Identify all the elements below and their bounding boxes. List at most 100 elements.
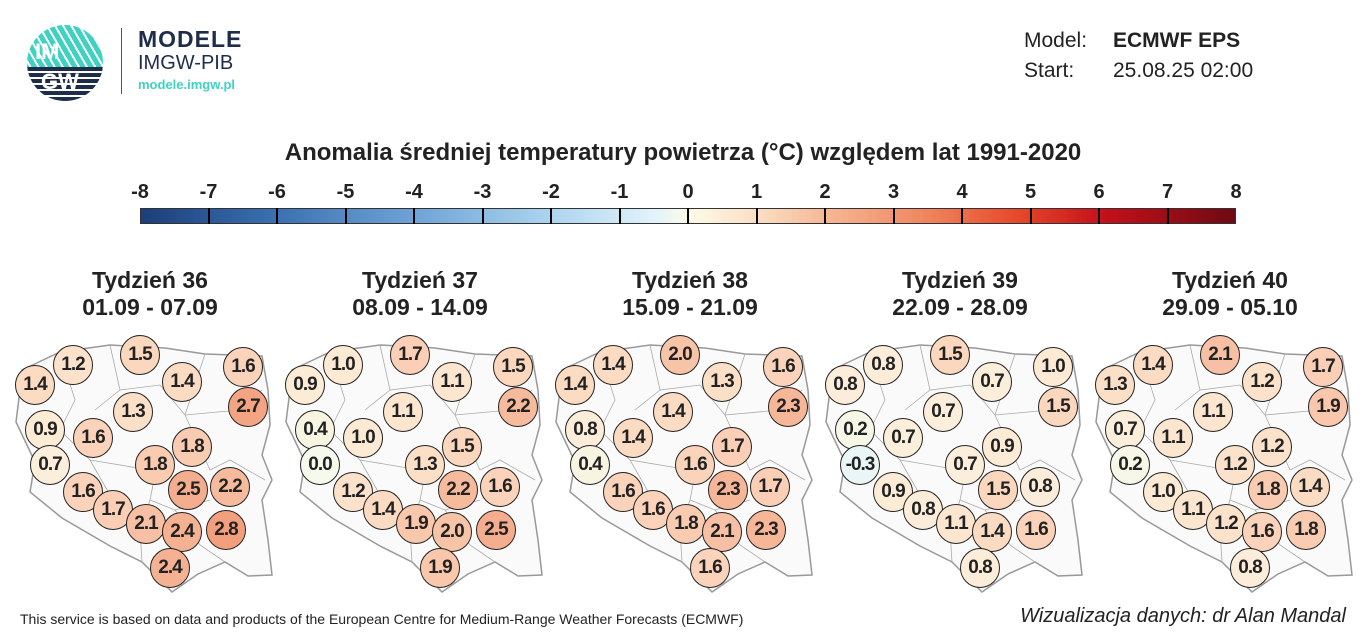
station-anomaly-bubble: 1.2 xyxy=(1206,504,1246,544)
station-anomaly-bubble: 0.7 xyxy=(945,445,985,485)
map-title: Anomalia średniej temperatury powietrza … xyxy=(284,139,1082,166)
start-value: 25.08.25 02:00 xyxy=(1113,59,1254,82)
station-anomaly-bubble: 1.6 xyxy=(480,467,520,507)
station-anomaly-bubble: 1.4 xyxy=(972,512,1012,552)
station-anomaly-bubble: 1.4 xyxy=(162,362,202,402)
colorbar-tick-label: 4 xyxy=(956,181,968,203)
station-anomaly-bubble: 1.9 xyxy=(1308,387,1348,427)
week-dates: 08.09 - 14.09 xyxy=(352,294,488,320)
station-anomaly-bubble: -0.3 xyxy=(840,445,880,485)
station-anomaly-bubble: 1.9 xyxy=(396,504,436,544)
station-anomaly-bubble: 1.6 xyxy=(690,548,730,588)
station-anomaly-bubble: 2.2 xyxy=(498,387,538,427)
week-number: Tydzień 37 xyxy=(362,267,478,293)
colorbar-tick-mark xyxy=(892,208,895,224)
week-title: Tydzień 36 01.09 - 07.09 xyxy=(15,267,285,321)
colorbar-tick-mark xyxy=(1098,208,1100,224)
station-anomaly-bubble: 0.2 xyxy=(835,410,875,450)
colorbar-tick-mark xyxy=(207,208,210,224)
station-anomaly-bubble: 1.0 xyxy=(1143,472,1183,512)
ecmwf-attribution: This service is based on data and produc… xyxy=(20,611,744,627)
station-anomaly-bubble: 1.4 xyxy=(613,418,653,458)
colorbar-tick-mark xyxy=(755,208,758,224)
colorbar-tick-label: 8 xyxy=(1230,181,1242,203)
station-anomaly-bubble: 2.3 xyxy=(708,470,748,510)
station-anomaly-bubble: 1.7 xyxy=(750,467,790,507)
station-anomaly-bubble: 1.1 xyxy=(383,392,423,432)
colorbar-tick-mark xyxy=(481,208,484,224)
station-anomaly-bubble: 0.7 xyxy=(1105,410,1145,450)
station-anomaly-bubble: 1.1 xyxy=(1153,418,1193,458)
station-anomaly-bubble: 0.8 xyxy=(1230,548,1270,588)
station-anomaly-bubble: 1.6 xyxy=(763,347,803,387)
station-anomaly-bubble: 1.4 xyxy=(653,392,693,432)
model-value: ECMWF EPS xyxy=(1113,29,1241,52)
station-anomaly-bubble: 1.3 xyxy=(405,445,445,485)
station-anomaly-bubble: 0.7 xyxy=(972,362,1012,402)
station-anomaly-bubble: 2.3 xyxy=(768,387,808,427)
brand-url[interactable]: modele.imgw.pl xyxy=(138,77,236,92)
colorbar-tick-mark xyxy=(1029,208,1032,224)
station-anomaly-bubble: 0.8 xyxy=(903,490,943,530)
station-anomaly-bubble: 1.1 xyxy=(432,362,472,402)
colorbar-tick-label: -5 xyxy=(336,181,355,203)
station-anomaly-bubble: 0.0 xyxy=(300,445,340,485)
station-anomaly-bubble: 2.2 xyxy=(210,467,250,507)
colorbar-tick-label: 1 xyxy=(750,181,763,203)
colorbar-tick-label: -2 xyxy=(542,181,560,203)
station-anomaly-bubble: 2.1 xyxy=(126,504,166,544)
station-anomaly-bubble: 1.9 xyxy=(420,548,460,588)
logo-mark-bottom: GW xyxy=(41,69,79,94)
station-anomaly-bubble: 1.0 xyxy=(1033,347,1073,387)
station-anomaly-bubble: 2.4 xyxy=(150,548,190,588)
station-anomaly-bubble: 2.0 xyxy=(432,512,472,552)
station-anomaly-bubble: 1.2 xyxy=(1252,427,1292,467)
colorbar-tick-label: 2 xyxy=(819,181,831,203)
week-number: Tydzień 38 xyxy=(632,267,748,293)
station-anomaly-bubble: 0.4 xyxy=(570,445,610,485)
station-anomaly-bubble: 1.8 xyxy=(172,427,212,467)
week-title: Tydzień 38 15.09 - 21.09 xyxy=(555,267,825,321)
station-anomaly-bubble: 1.4 xyxy=(1133,345,1173,385)
station-anomaly-bubble: 0.9 xyxy=(25,410,65,450)
station-anomaly-bubble: 0.7 xyxy=(883,418,923,458)
station-anomaly-bubble: 1.5 xyxy=(120,335,160,375)
station-anomaly-bubble: 1.6 xyxy=(1242,512,1282,552)
colorbar-tick-label: -8 xyxy=(131,181,149,203)
station-anomaly-bubble: 2.5 xyxy=(168,470,208,510)
station-anomaly-bubble: 1.4 xyxy=(15,365,55,405)
station-anomaly-bubble: 2.2 xyxy=(438,470,478,510)
station-anomaly-bubble: 1.5 xyxy=(493,347,533,387)
station-anomaly-bubble: 0.2 xyxy=(1110,445,1150,485)
colorbar-tick-label: -3 xyxy=(473,181,492,203)
brand-org: IMGW-PIB xyxy=(138,52,234,74)
station-anomaly-bubble: 1.2 xyxy=(1242,362,1282,402)
colorbar-tick-mark xyxy=(824,208,826,224)
station-anomaly-bubble: 0.7 xyxy=(923,392,963,432)
station-anomaly-bubble: 2.1 xyxy=(1200,335,1240,375)
station-anomaly-bubble: 1.4 xyxy=(555,365,595,405)
station-anomaly-bubble: 1.7 xyxy=(712,427,752,467)
colorbar-tick-label: 5 xyxy=(1024,181,1037,203)
station-anomaly-bubble: 2.4 xyxy=(162,512,202,552)
station-anomaly-bubble: 1.6 xyxy=(73,418,113,458)
colorbar-tick-mark xyxy=(687,208,689,224)
colorbar-tick-mark xyxy=(961,208,963,224)
station-anomaly-bubble: 1.3 xyxy=(1095,365,1135,405)
station-anomaly-bubble: 0.8 xyxy=(960,548,1000,588)
station-anomaly-bubble: 1.1 xyxy=(1193,392,1233,432)
week-number: Tydzień 40 xyxy=(1172,267,1288,293)
station-anomaly-bubble: 1.6 xyxy=(603,472,643,512)
station-anomaly-bubble: 1.6 xyxy=(1016,510,1056,550)
station-anomaly-bubble: 0.8 xyxy=(1020,467,1060,507)
colorbar-tick-label: -7 xyxy=(199,181,218,203)
station-anomaly-bubble: 1.2 xyxy=(53,345,93,385)
station-anomaly-bubble: 0.8 xyxy=(565,410,605,450)
station-anomaly-bubble: 1.0 xyxy=(343,418,383,458)
colorbar-tick-label: 3 xyxy=(887,181,900,203)
station-anomaly-bubble: 1.3 xyxy=(702,362,742,402)
station-anomaly-bubble: 2.1 xyxy=(702,512,742,552)
station-anomaly-bubble: 2.3 xyxy=(746,510,786,550)
colorbar-tick-label: 0 xyxy=(682,181,694,203)
station-anomaly-bubble: 1.8 xyxy=(666,504,706,544)
